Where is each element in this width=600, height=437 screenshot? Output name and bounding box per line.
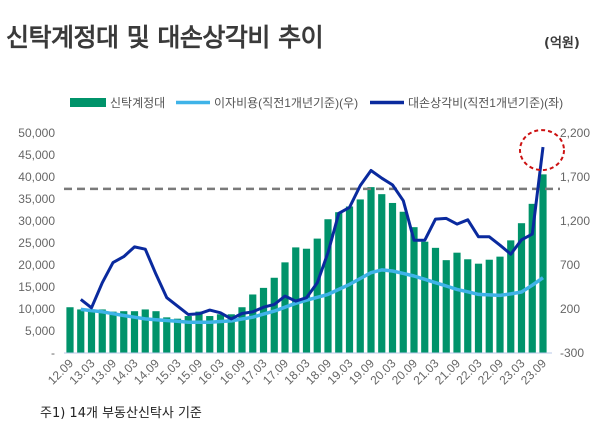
interest-cost-line <box>80 268 545 324</box>
bar <box>238 307 246 353</box>
right-axis-tick-label: 2,200 <box>560 126 590 140</box>
bar <box>120 311 128 353</box>
bar <box>259 287 268 353</box>
bar <box>474 263 483 353</box>
bar <box>77 309 85 353</box>
bar <box>335 212 343 353</box>
bar <box>421 241 429 353</box>
bar <box>324 219 332 353</box>
bar <box>496 256 504 353</box>
left-axis-tick-label: 45,000 <box>18 148 55 162</box>
chart-title: 신탁계정대 및 대손상각비 추이 <box>6 23 324 52</box>
bar <box>173 318 182 353</box>
x-axis-tick-label: 23.09 <box>518 356 549 387</box>
bar <box>227 314 235 353</box>
right-axis-tick-label: -300 <box>560 346 584 360</box>
bar <box>410 227 418 353</box>
legend-swatch-bar <box>70 98 106 107</box>
bar <box>195 311 203 353</box>
right-axis-tick-label: 200 <box>560 302 580 316</box>
bar <box>388 202 397 353</box>
bar <box>66 307 74 353</box>
right-axis-tick-label: 700 <box>560 258 580 272</box>
bar <box>163 317 171 353</box>
bar <box>184 316 192 353</box>
left-axis-tick-label: 5,000 <box>25 324 55 338</box>
legend-label: 신탁계정대 <box>110 96 165 110</box>
left-axis-tick-label: - <box>51 346 55 360</box>
bar <box>464 259 472 353</box>
bar <box>528 203 536 353</box>
bar <box>539 174 547 353</box>
legend-label: 이자비용(직전1개년기준)(우) <box>214 96 358 110</box>
bar <box>367 187 375 353</box>
left-axis-tick-label: 25,000 <box>18 236 55 250</box>
bar <box>485 259 493 353</box>
bar <box>109 311 117 353</box>
bar <box>152 311 160 353</box>
bar <box>87 309 96 353</box>
bar <box>517 223 526 353</box>
bar <box>249 294 257 353</box>
bar <box>378 194 386 353</box>
bar <box>270 277 278 353</box>
right-axis-tick-label: 1,200 <box>560 214 590 228</box>
bar <box>130 311 139 353</box>
unit-label: (억원) <box>544 36 580 51</box>
left-axis-tick-label: 20,000 <box>18 258 55 272</box>
footnote: 주1) 14개 부동산신탁사 기준 <box>40 406 202 421</box>
bar <box>431 247 440 353</box>
bar <box>141 309 149 353</box>
bar <box>98 309 106 353</box>
bar <box>453 252 461 353</box>
left-axis-tick-label: 30,000 <box>18 214 55 228</box>
left-axis-tick-label: 35,000 <box>18 192 55 206</box>
highlight-circle <box>519 129 565 172</box>
bar <box>399 211 407 353</box>
bad-debt-line <box>79 146 545 321</box>
left-axis-tick-label: 40,000 <box>18 170 55 184</box>
bar <box>216 314 225 353</box>
left-axis-tick-label: 10,000 <box>18 302 55 316</box>
left-axis-tick-label: 50,000 <box>18 126 55 140</box>
left-axis-tick-label: 15,000 <box>18 280 55 294</box>
legend-label: 대손상각비(직전1개년기준)(좌) <box>408 96 563 110</box>
bar <box>345 206 354 353</box>
right-axis-tick-label: 1,700 <box>560 170 590 184</box>
bar <box>442 260 450 353</box>
bar <box>356 199 364 353</box>
bar <box>206 316 214 353</box>
bar <box>507 240 515 353</box>
